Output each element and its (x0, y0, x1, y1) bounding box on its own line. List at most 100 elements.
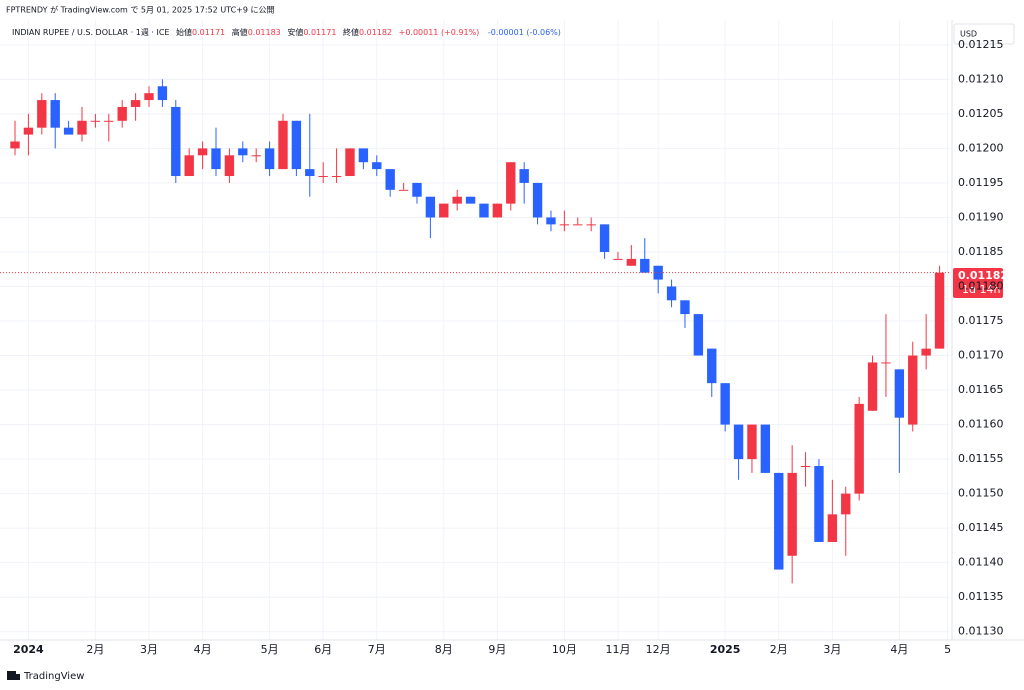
x-tick-label: 3月 (140, 643, 158, 656)
candle-body (680, 300, 690, 315)
candle-body (479, 203, 489, 218)
candle-body (733, 424, 744, 460)
candle-body (934, 272, 945, 349)
y-tick-label: 0.01205 (958, 107, 1004, 120)
change-extended: -0.00001 (-0.06%) (488, 28, 561, 37)
candle-body (760, 424, 771, 473)
x-tick-label: 10月 (552, 643, 577, 656)
candle-body (331, 176, 342, 178)
x-tick-label: 5 (944, 643, 951, 656)
currency-box[interactable] (953, 23, 1015, 45)
y-tick-label: 0.01155 (958, 452, 1004, 465)
candle-body (197, 148, 208, 156)
candle-body (171, 106, 181, 177)
candle-body (157, 86, 168, 101)
candle-body (774, 472, 784, 570)
close-value: 0.01182 (359, 28, 392, 37)
candle-body (385, 169, 395, 190)
x-tick-label: 5月 (261, 643, 279, 656)
last-price-box (953, 268, 1003, 298)
candle-body (854, 403, 864, 494)
candle-body (63, 127, 74, 135)
x-tick-label: 2025 (710, 643, 741, 656)
candle-body (532, 182, 543, 218)
candle-body (626, 258, 637, 266)
x-tick-label: 7月 (368, 643, 386, 656)
x-tick-label: 2月 (770, 643, 788, 656)
candle-body (264, 148, 275, 170)
open-label: 始値 (176, 27, 192, 37)
candle-body (278, 120, 288, 170)
header-bar (0, 0, 1024, 20)
candle-body (908, 355, 918, 425)
y-tick-label: 0.01200 (958, 141, 1004, 154)
x-tick-label: 2月 (86, 643, 104, 656)
x-tick-label: 9月 (488, 643, 506, 656)
candle-body (10, 141, 20, 149)
candle-body (506, 162, 516, 204)
y-tick-label: 0.01215 (958, 38, 1004, 51)
y-tick-label: 0.01135 (958, 590, 1004, 603)
candle-body (599, 224, 610, 252)
y-tick-label: 0.01140 (958, 556, 1004, 569)
y-tick-label: 0.01150 (958, 487, 1004, 500)
candle-body (546, 217, 556, 225)
candle-body (358, 148, 369, 163)
x-tick-label: 4月 (194, 643, 212, 656)
candle-body (398, 189, 409, 191)
y-tick-label: 0.01145 (958, 521, 1004, 534)
currency[interactable]: USD (960, 30, 977, 39)
candle-body (465, 196, 476, 204)
candle-body (613, 258, 623, 260)
candle-body (50, 100, 60, 128)
candle-body (693, 314, 704, 356)
grid (0, 20, 950, 640)
candle-body (224, 155, 235, 177)
candle-body (238, 148, 248, 156)
candle-body (800, 466, 811, 468)
candle-body (90, 120, 101, 122)
candle-body (372, 162, 382, 170)
x-tick-label: 11月 (605, 643, 630, 656)
change: +0.00011 (+0.91%) (399, 28, 480, 37)
x-tick-label: 12月 (646, 643, 671, 656)
legend: INDIAN RUPEE / U.S. DOLLAR · 1週 · ICE 始値… (12, 27, 561, 37)
high-value: 0.01183 (248, 28, 281, 37)
candle-body (720, 383, 730, 425)
candle-body (573, 224, 583, 226)
y-tick-label: 0.01210 (958, 72, 1004, 85)
open-value: 0.01171 (192, 28, 225, 37)
candle-body (305, 169, 315, 177)
footer-brand: TradingView (23, 671, 84, 682)
candle-body (23, 127, 34, 135)
candle-body (707, 348, 717, 384)
candle-body (318, 176, 328, 178)
y-tick-label: 0.01160 (958, 418, 1004, 431)
candle-body (130, 100, 141, 107)
candle-body (921, 348, 931, 356)
y-tick-label: 0.01130 (958, 625, 1004, 638)
candle-body (559, 224, 570, 226)
x-tick-label: 3月 (823, 643, 841, 656)
published: FPTRENDY が TradingView.com で 5月 01, 2025… (6, 5, 275, 15)
candle-body (117, 106, 127, 121)
candle-body (251, 155, 261, 157)
y-tick-label: 0.01165 (958, 383, 1004, 396)
candle-body (412, 182, 422, 197)
candle-body (841, 493, 851, 515)
candle-body (586, 224, 596, 226)
candle-body (291, 120, 302, 170)
tv-logo (7, 671, 20, 680)
candles (0, 79, 950, 584)
candle-body (104, 120, 114, 122)
low-label: 安値 (287, 27, 303, 37)
x-tick-label: 8月 (435, 643, 453, 656)
y-tick-label: 0.01195 (958, 176, 1004, 189)
y-tick-label: 0.01170 (958, 349, 1004, 362)
last-price: 0.01182 (958, 269, 1008, 282)
x-tick-label: 6月 (314, 643, 332, 656)
candle-body (184, 155, 194, 177)
low-value: 0.01171 (303, 28, 336, 37)
countdown: 1d 14h (962, 283, 1000, 296)
